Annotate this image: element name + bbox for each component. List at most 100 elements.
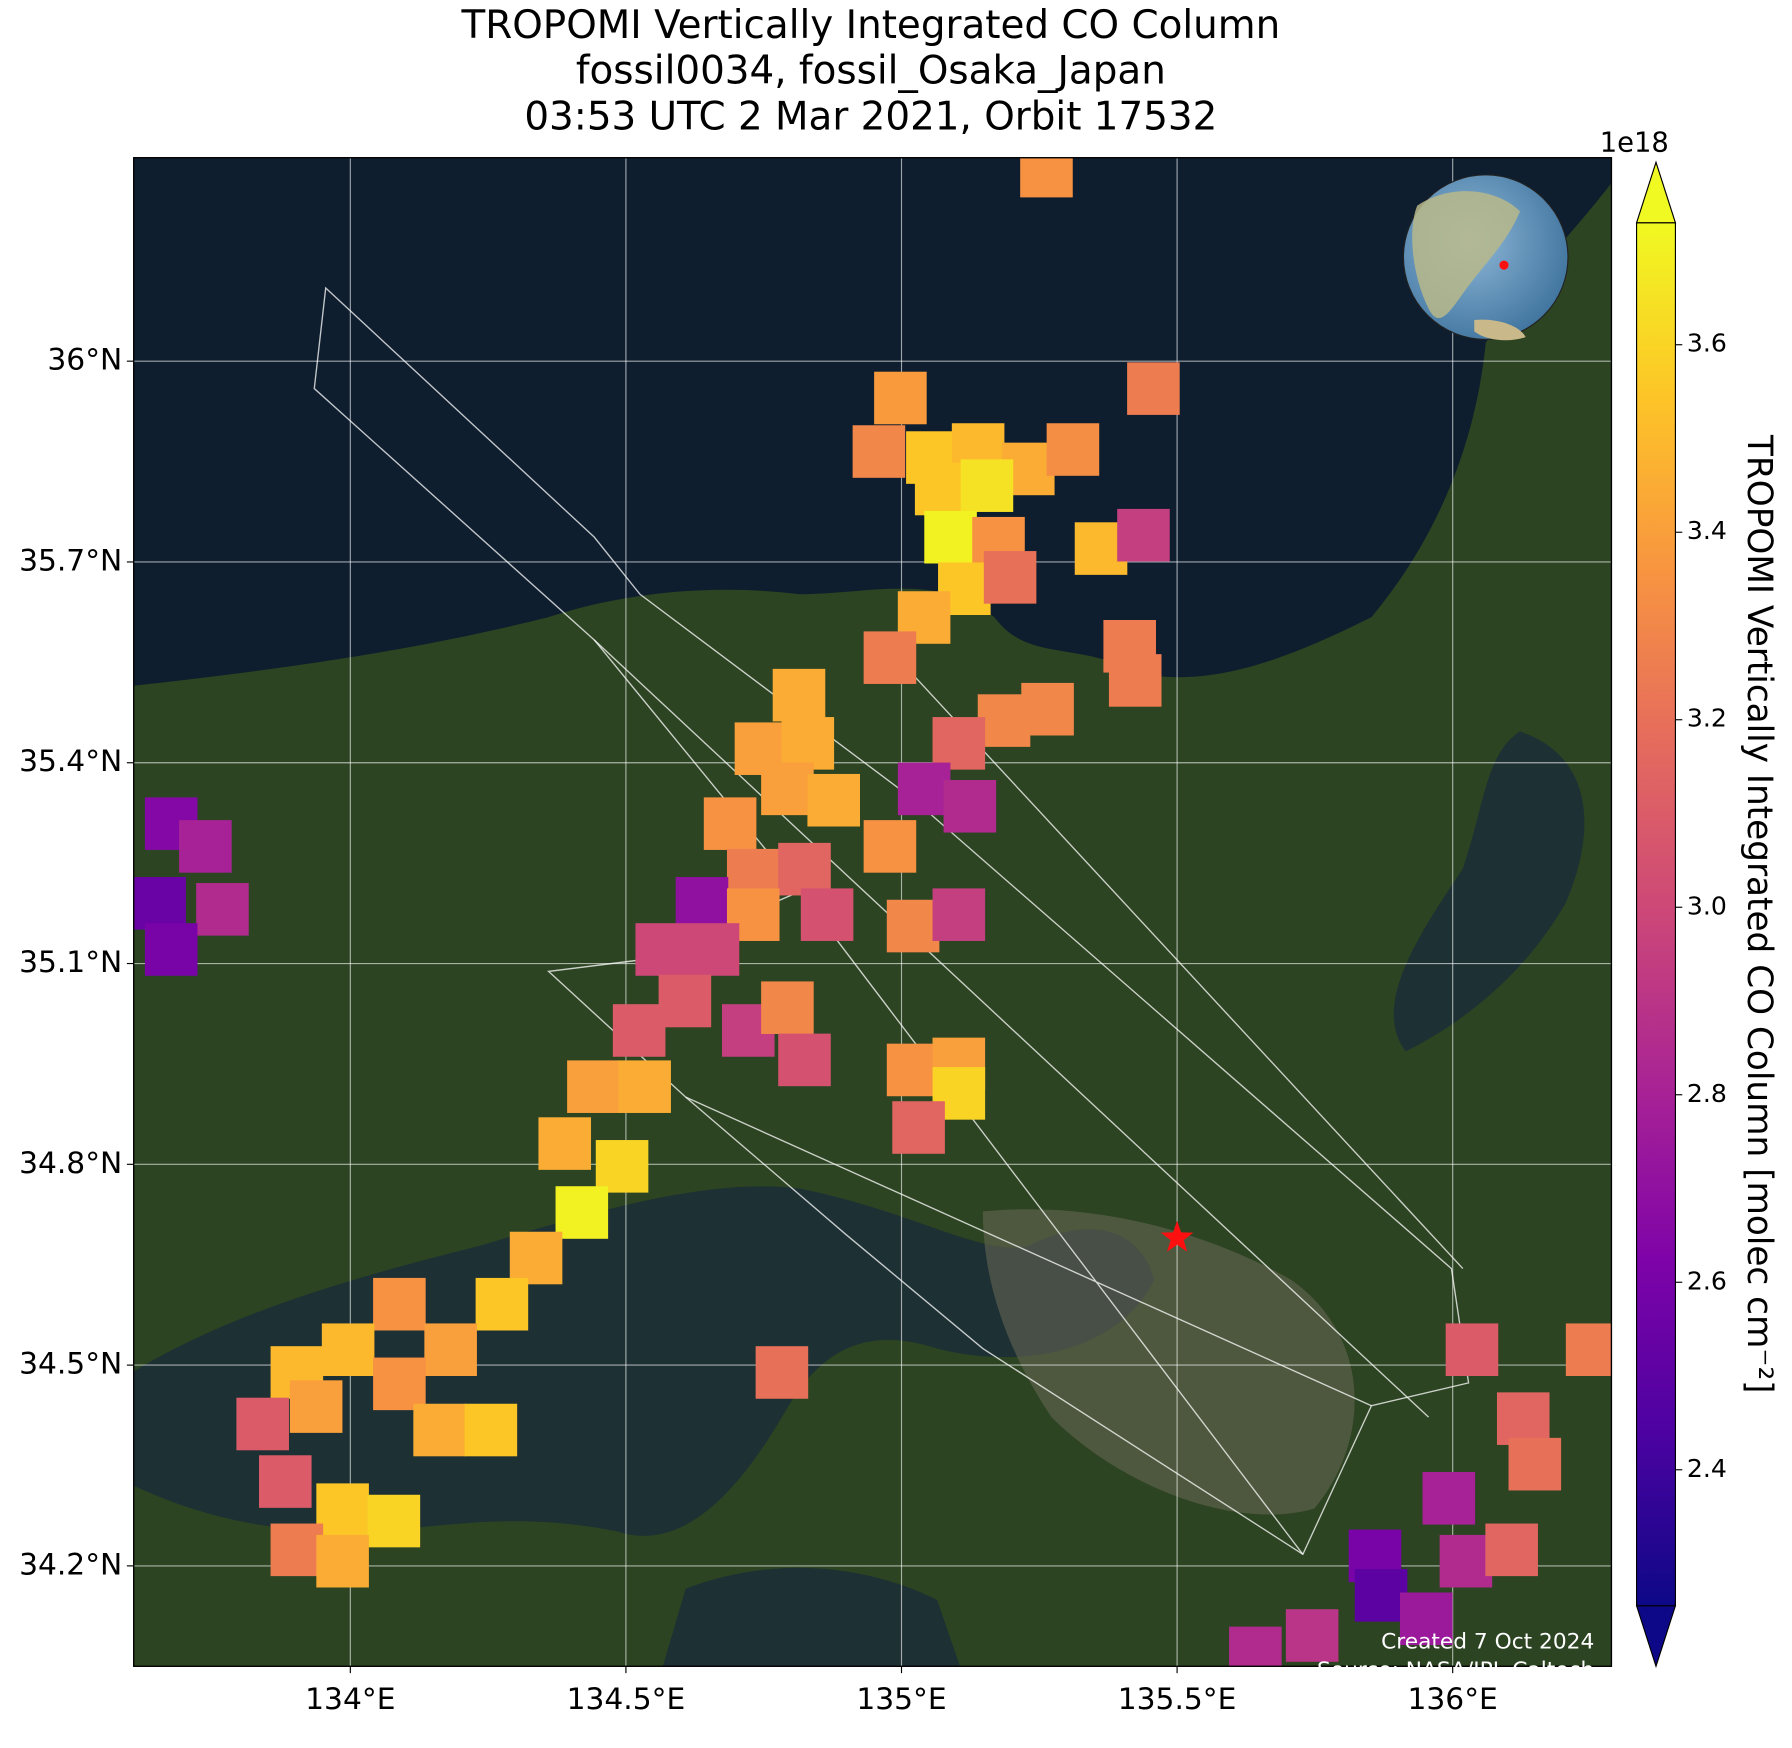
co-pixel bbox=[538, 1117, 592, 1170]
globe-site bbox=[1499, 260, 1509, 270]
annotation: Source: NASA/JPL-Caltech bbox=[1317, 1658, 1594, 1683]
co-pixel bbox=[892, 1101, 945, 1154]
co-pixel bbox=[755, 1346, 809, 1399]
co-pixel bbox=[983, 551, 1037, 604]
co-pixel bbox=[772, 668, 826, 722]
co-pixel bbox=[852, 425, 906, 478]
continent bbox=[1412, 191, 1520, 319]
colorbar-body bbox=[1636, 222, 1676, 1607]
colorbar-tick-label: 3.2 bbox=[1687, 704, 1727, 733]
co-pixel bbox=[133, 877, 186, 930]
co-pixel bbox=[781, 717, 835, 770]
co-pixel bbox=[932, 717, 986, 770]
co-pixel bbox=[1117, 508, 1170, 562]
co-pixel bbox=[144, 923, 198, 976]
co-pixel bbox=[1399, 1592, 1453, 1646]
co-pixel bbox=[612, 1004, 666, 1057]
co-pixel bbox=[943, 779, 997, 833]
globe-inset bbox=[1402, 174, 1569, 341]
co-pixel bbox=[807, 773, 860, 827]
co-pixel bbox=[932, 888, 986, 941]
co-pixel bbox=[179, 820, 232, 873]
y-tick-label: 34.8°N bbox=[19, 1146, 122, 1181]
urban-area bbox=[982, 1209, 1355, 1515]
co-pixel bbox=[886, 1043, 940, 1097]
co-pixel bbox=[1354, 1569, 1408, 1622]
bay bbox=[662, 1567, 960, 1667]
co-pixel bbox=[1046, 423, 1100, 476]
co-pixel bbox=[675, 877, 729, 930]
co-pixel bbox=[270, 1523, 324, 1577]
co-pixel bbox=[1422, 1472, 1476, 1525]
co-pixel bbox=[874, 371, 927, 425]
title-line: 03:53 UTC 2 Mar 2021, Orbit 17532 bbox=[524, 94, 1217, 139]
colorbar-tick-label: 2.6 bbox=[1687, 1266, 1727, 1295]
y-tick-label: 35.1°N bbox=[19, 945, 122, 980]
sea bbox=[133, 157, 1612, 686]
co-pixel bbox=[1508, 1437, 1562, 1491]
site-marker bbox=[1160, 1220, 1194, 1252]
colorbar: 2.4 2.6 2.8 3.0 3.2 3.4 3.6 1e18 TROPOMI Vertica… bbox=[1600, 127, 1779, 1669]
co-pixel bbox=[1285, 1609, 1339, 1662]
y-tick-label: 34.2°N bbox=[19, 1547, 122, 1582]
co-pixel bbox=[567, 1060, 620, 1113]
co-pixel bbox=[886, 899, 940, 953]
colorbar-tick-label: 3.4 bbox=[1687, 516, 1727, 545]
co-pixel bbox=[778, 842, 831, 896]
co-pixel bbox=[373, 1357, 426, 1411]
co-pixel bbox=[761, 762, 814, 816]
co-pixel bbox=[686, 923, 740, 976]
colorbar-tick-label: 3.6 bbox=[1687, 329, 1727, 358]
co-pixel bbox=[413, 1403, 466, 1457]
co-pixel bbox=[236, 1397, 289, 1451]
co-pixel bbox=[1445, 1323, 1499, 1376]
map-frame bbox=[133, 157, 1613, 1667]
co-pixels bbox=[133, 157, 1612, 1667]
x-tick-label: 134°E bbox=[305, 1682, 395, 1717]
co-pixel bbox=[464, 1403, 518, 1457]
co-pixel bbox=[1496, 1392, 1550, 1445]
co-pixel bbox=[259, 1455, 312, 1508]
co-pixel bbox=[618, 1060, 671, 1113]
colorbar-extend-bottom bbox=[1635, 1605, 1677, 1669]
inland-sea bbox=[133, 1186, 1155, 1536]
co-pixel bbox=[635, 923, 689, 976]
co-pixel bbox=[1127, 362, 1180, 415]
lake bbox=[1393, 731, 1585, 1052]
co-pixel bbox=[960, 459, 1014, 512]
co-pixel bbox=[289, 1380, 343, 1433]
gridlines bbox=[133, 157, 1612, 1667]
co-pixel bbox=[924, 510, 977, 564]
co-pixel bbox=[800, 888, 854, 941]
continent bbox=[1474, 319, 1526, 341]
y-tick-label: 35.7°N bbox=[19, 543, 122, 578]
co-pixel bbox=[475, 1277, 529, 1331]
co-pixel bbox=[703, 797, 757, 850]
x-tick-label: 136°E bbox=[1408, 1682, 1498, 1717]
co-pixel bbox=[316, 1534, 369, 1588]
co-pixel bbox=[1229, 1626, 1282, 1667]
colorbar-tick-label: 3.0 bbox=[1687, 891, 1727, 920]
co-pixel bbox=[555, 1186, 609, 1239]
co-pixel bbox=[778, 1033, 831, 1087]
title-line: fossil0034, fossil_Osaka_Japan bbox=[576, 49, 1166, 94]
co-pixel bbox=[316, 1483, 369, 1536]
y-tick-label: 34.5°N bbox=[19, 1347, 122, 1382]
co-pixel bbox=[1485, 1523, 1538, 1577]
co-pixel bbox=[914, 462, 968, 516]
co-pixel bbox=[1108, 654, 1162, 707]
co-pixel bbox=[1020, 157, 1073, 198]
co-pixel bbox=[863, 820, 917, 873]
co-pixel bbox=[863, 631, 917, 684]
y-tick-label: 36°N bbox=[47, 343, 122, 378]
colorbar-offset: 1e18 bbox=[1600, 127, 1669, 158]
co-pixel bbox=[658, 974, 712, 1028]
co-pixel bbox=[761, 981, 814, 1034]
x-tick-label: 135°E bbox=[856, 1682, 946, 1717]
co-pixel bbox=[196, 883, 249, 936]
co-pixel bbox=[509, 1231, 563, 1285]
co-pixel bbox=[897, 762, 951, 816]
colorbar-tick-label: 2.8 bbox=[1687, 1079, 1727, 1108]
